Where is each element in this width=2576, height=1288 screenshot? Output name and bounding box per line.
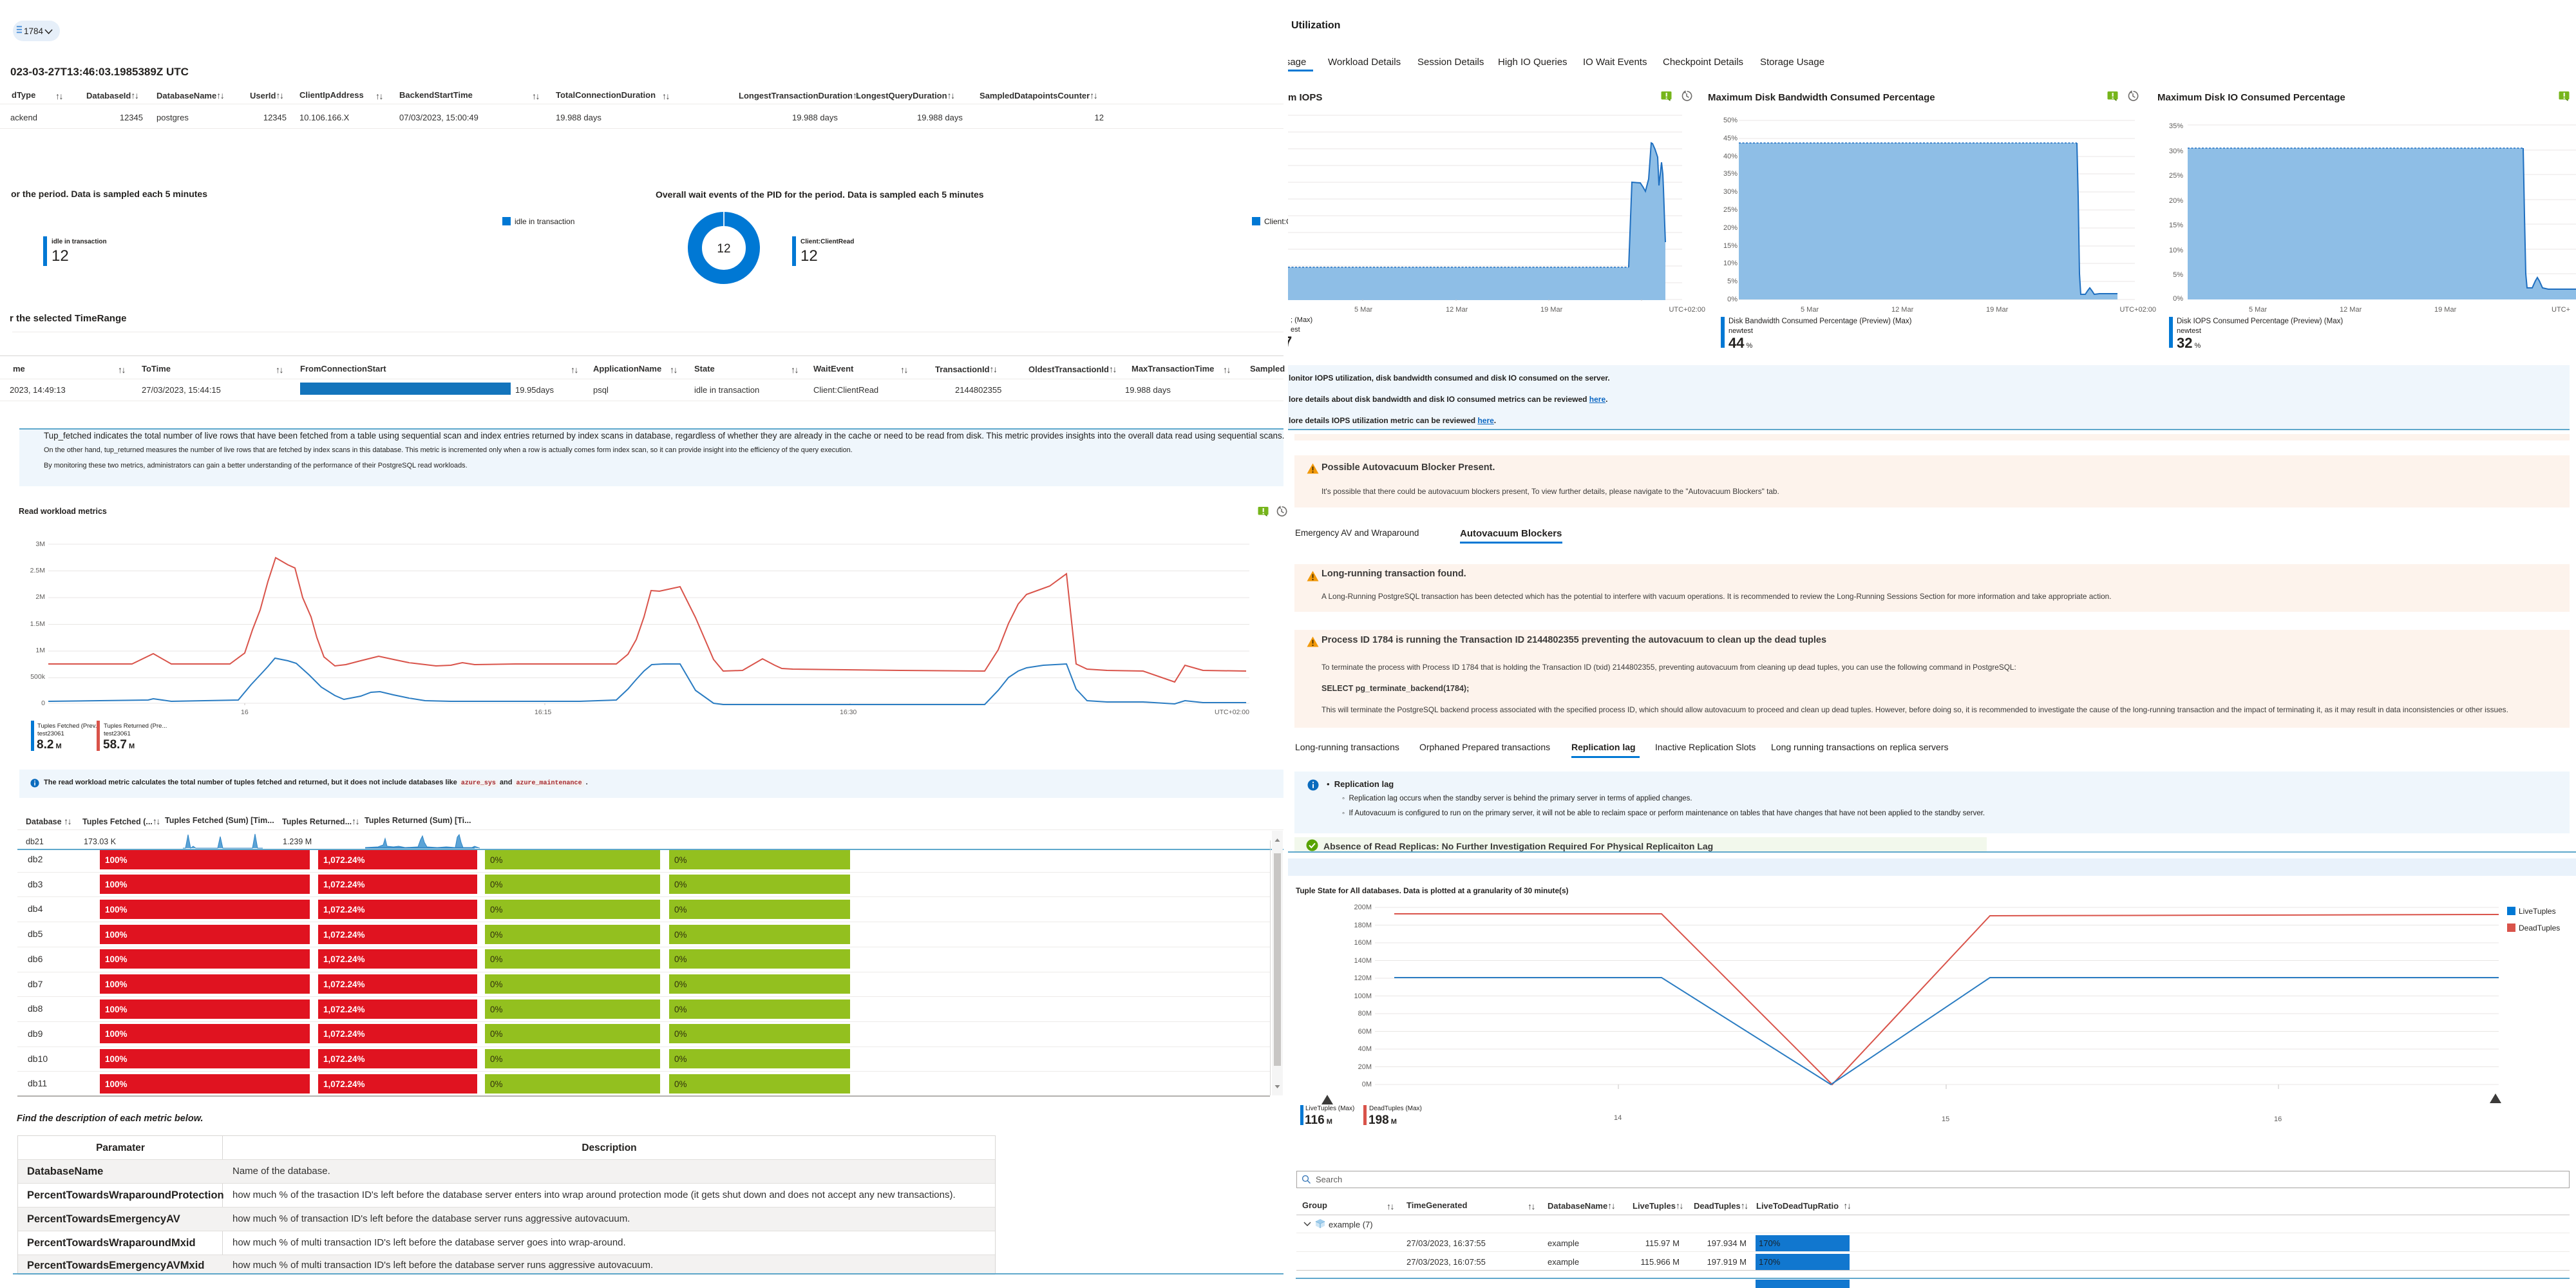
svg-text:12: 12 [717,242,730,256]
